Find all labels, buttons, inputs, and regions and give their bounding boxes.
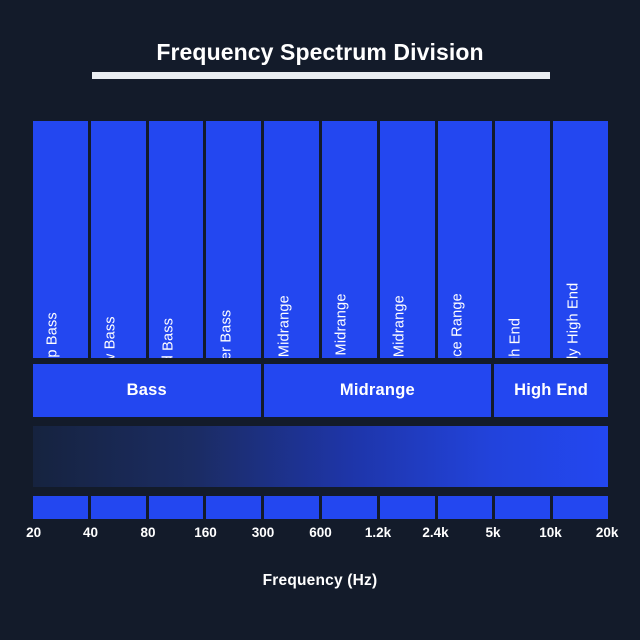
frequency-band[interactable]: Middle Midrange: [321, 121, 377, 358]
frequency-band[interactable]: Upper Bass: [206, 121, 262, 358]
x-axis-label: Frequency (Hz): [262, 572, 378, 589]
frequency-band-label: Lower Midrange: [276, 294, 293, 358]
tick-label: 20: [26, 525, 42, 540]
group-row: Bass Midrange High End: [33, 364, 608, 417]
spectrum-gradient-strip: [33, 426, 608, 487]
frequency-band[interactable]: Mid Bass: [148, 121, 204, 358]
tick-segment-row: [33, 496, 608, 519]
frequency-group-label: Midrange: [339, 381, 415, 399]
tick-label: 20k: [595, 525, 619, 540]
tick-segment: [206, 496, 262, 519]
frequency-band-label: Deep Bass: [44, 311, 61, 358]
tick-label: 600: [309, 525, 332, 540]
frequency-band[interactable]: Deep Bass: [33, 121, 88, 358]
frequency-group-label: Bass: [126, 381, 167, 399]
tick-label: 1.2k: [364, 525, 392, 540]
frequency-group[interactable]: Bass: [33, 364, 261, 417]
frequency-band-label: Presence Range: [449, 292, 466, 358]
tick-label: 160: [194, 525, 217, 540]
tick-label: 2.4k: [422, 525, 449, 540]
tick-label: 40: [82, 525, 99, 540]
frequency-band-label: Upper Bass: [218, 309, 235, 358]
tick-label: 80: [140, 525, 156, 540]
frequency-band[interactable]: Presence Range: [437, 121, 493, 358]
frequency-band[interactable]: Upper Midrange: [379, 121, 435, 358]
frequency-group-label: High End: [514, 381, 589, 399]
tick-label: 5k: [485, 525, 501, 540]
frequency-band-label: High End: [507, 317, 524, 358]
frequency-band-label: Low Bass: [102, 315, 119, 358]
frequency-group[interactable]: Midrange: [263, 364, 492, 417]
frequency-band[interactable]: Low Bass: [90, 121, 146, 358]
tick-segment: [264, 496, 319, 519]
spectrum-plot: Deep Bass Low Bass Mid Bass Upper Bass Lower…: [26, 121, 618, 542]
tick-segment: [379, 496, 435, 519]
page-title: Frequency Spectrum Division: [156, 39, 484, 65]
tick-segment: [437, 496, 493, 519]
tick-label-row: 20 40 80 160 300 600 1.2k 2.4k 5k 10k 20k: [26, 524, 618, 542]
title-underline-rule: [92, 72, 550, 79]
tick-segment: [33, 496, 88, 519]
frequency-band-label: Mid Bass: [160, 317, 177, 358]
frequency-band-label: Extremely High End: [565, 282, 582, 358]
frequency-band[interactable]: Extremely High End: [553, 121, 608, 358]
tick-segment: [553, 496, 608, 519]
band-row: Deep Bass Low Bass Mid Bass Upper Bass Lower…: [33, 121, 608, 358]
tick-segment: [90, 496, 146, 519]
tick-segment: [148, 496, 204, 519]
frequency-band-label: Upper Midrange: [391, 294, 408, 358]
tick-segment: [495, 496, 551, 519]
title-block: Frequency Spectrum Division: [0, 38, 640, 79]
frequency-group[interactable]: High End: [494, 364, 608, 417]
frequency-band-label: Middle Midrange: [333, 292, 350, 358]
tick-segment: [321, 496, 377, 519]
tick-label: 10k: [539, 525, 562, 540]
frequency-band[interactable]: Lower Midrange: [264, 121, 319, 358]
frequency-band[interactable]: High End: [495, 121, 551, 358]
tick-label: 300: [251, 525, 275, 540]
